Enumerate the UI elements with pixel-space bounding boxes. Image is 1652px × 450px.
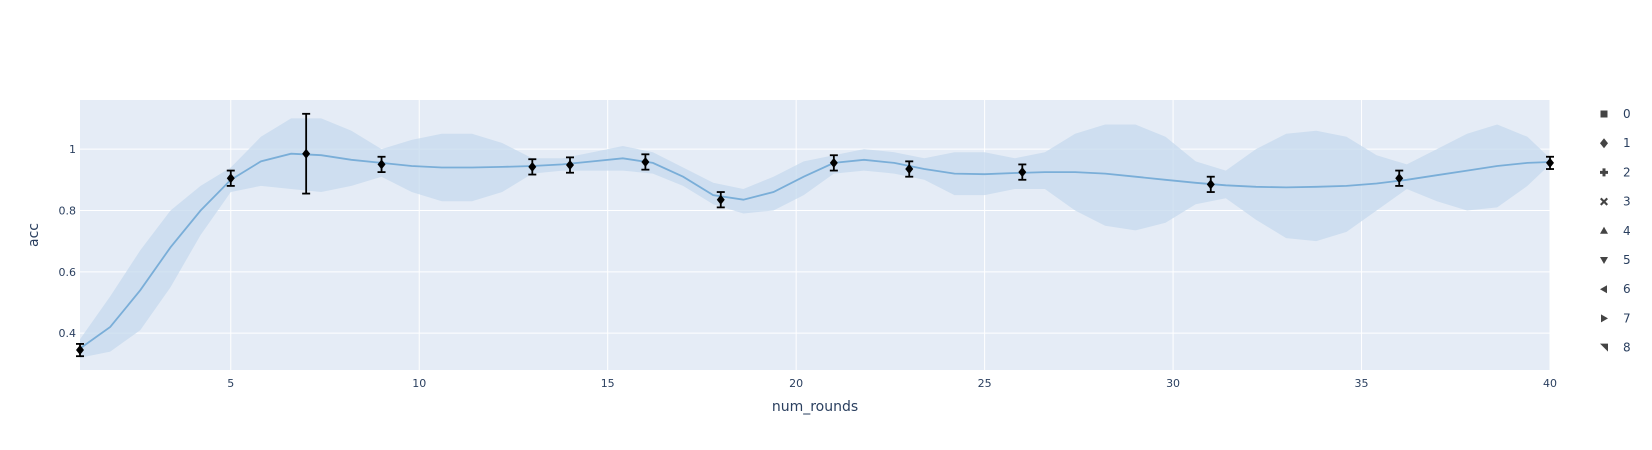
data-marker xyxy=(528,161,537,172)
y-tick-label: 0.8 xyxy=(59,204,77,217)
legend-cross-icon xyxy=(1600,168,1608,177)
x-tick-label: 20 xyxy=(789,377,803,390)
legend-label: 5 xyxy=(1623,253,1631,267)
observation-point xyxy=(716,191,725,209)
observation-point xyxy=(76,343,84,358)
data-marker xyxy=(566,160,574,171)
observation-point xyxy=(528,158,537,176)
observation-point xyxy=(1206,175,1215,193)
observation-point xyxy=(1018,163,1027,181)
confidence-band xyxy=(80,118,1550,358)
data-marker xyxy=(716,194,725,205)
data-marker xyxy=(1206,179,1215,190)
observation-point xyxy=(829,154,838,172)
legend-label: 2 xyxy=(1623,165,1631,179)
observation-point xyxy=(1395,169,1404,187)
x-tick-label: 35 xyxy=(1355,377,1369,390)
x-tick-label: 10 xyxy=(412,377,426,390)
legend-item[interactable]: 0 xyxy=(1600,107,1631,121)
x-tick-label: 5 xyxy=(227,377,234,390)
data-marker xyxy=(377,159,386,170)
legend-item[interactable]: 4 xyxy=(1600,224,1631,238)
legend-triangle-up-icon xyxy=(1600,226,1608,234)
legend-item[interactable]: 8 xyxy=(1600,341,1631,355)
x-axis-title: num_rounds xyxy=(772,399,858,415)
y-axis-ticks: 0.4 0.6 0.8 1 xyxy=(59,143,77,340)
x-tick-label: 25 xyxy=(978,377,992,390)
observation-point xyxy=(226,169,235,187)
legend-triangle-right-icon xyxy=(1601,314,1608,323)
y-axis-title: acc xyxy=(26,223,42,247)
legend-label: 7 xyxy=(1623,311,1631,325)
x-tick-label: 40 xyxy=(1543,377,1557,390)
y-tick-label: 0.4 xyxy=(59,327,77,340)
data-marker xyxy=(1546,157,1554,168)
legend-label: 8 xyxy=(1623,341,1631,355)
data-marker xyxy=(1018,167,1027,178)
observation-point xyxy=(1546,155,1554,170)
observation-points xyxy=(76,112,1554,358)
data-marker xyxy=(829,157,838,168)
legend-triangle-down-icon xyxy=(1600,257,1608,264)
fit-line xyxy=(79,152,1551,350)
y-tick-label: 0.6 xyxy=(59,266,77,279)
legend[interactable]: 0 1 2 3 4 5 6 7 8 xyxy=(1600,107,1631,355)
legend-label: 4 xyxy=(1623,224,1631,238)
observation-point xyxy=(302,112,311,195)
legend-label: 3 xyxy=(1623,195,1631,209)
observation-point xyxy=(641,153,650,171)
data-marker xyxy=(1395,173,1404,184)
legend-triangle-left-icon xyxy=(1600,285,1607,294)
data-marker xyxy=(905,164,914,175)
confidence-band-area xyxy=(80,118,1550,358)
data-marker xyxy=(302,148,311,159)
legend-triangle-ne-icon xyxy=(1600,343,1608,352)
legend-label: 0 xyxy=(1623,107,1631,121)
x-tick-label: 15 xyxy=(601,377,615,390)
legend-x-icon xyxy=(1600,197,1608,206)
legend-label: 6 xyxy=(1623,282,1631,296)
observation-point xyxy=(377,155,386,174)
legend-item[interactable]: 2 xyxy=(1600,165,1631,179)
y-tick-label: 1 xyxy=(69,143,76,156)
legend-item[interactable]: 1 xyxy=(1600,136,1631,150)
observation-point xyxy=(905,160,914,178)
x-axis-ticks: 5 10 15 20 25 30 35 40 xyxy=(227,377,1557,390)
data-marker xyxy=(76,345,84,356)
legend-diamond-icon xyxy=(1600,138,1608,149)
legend-item[interactable]: 6 xyxy=(1600,282,1631,296)
data-marker xyxy=(226,173,235,184)
legend-square-icon xyxy=(1600,110,1608,118)
legend-item[interactable]: 5 xyxy=(1600,253,1631,267)
legend-label: 1 xyxy=(1623,136,1631,150)
legend-item[interactable]: 7 xyxy=(1601,311,1631,325)
x-tick-label: 30 xyxy=(1166,377,1180,390)
legend-item[interactable]: 3 xyxy=(1600,195,1631,209)
observation-point xyxy=(566,156,574,174)
fit-line-path xyxy=(79,152,1551,350)
data-marker xyxy=(641,156,650,167)
